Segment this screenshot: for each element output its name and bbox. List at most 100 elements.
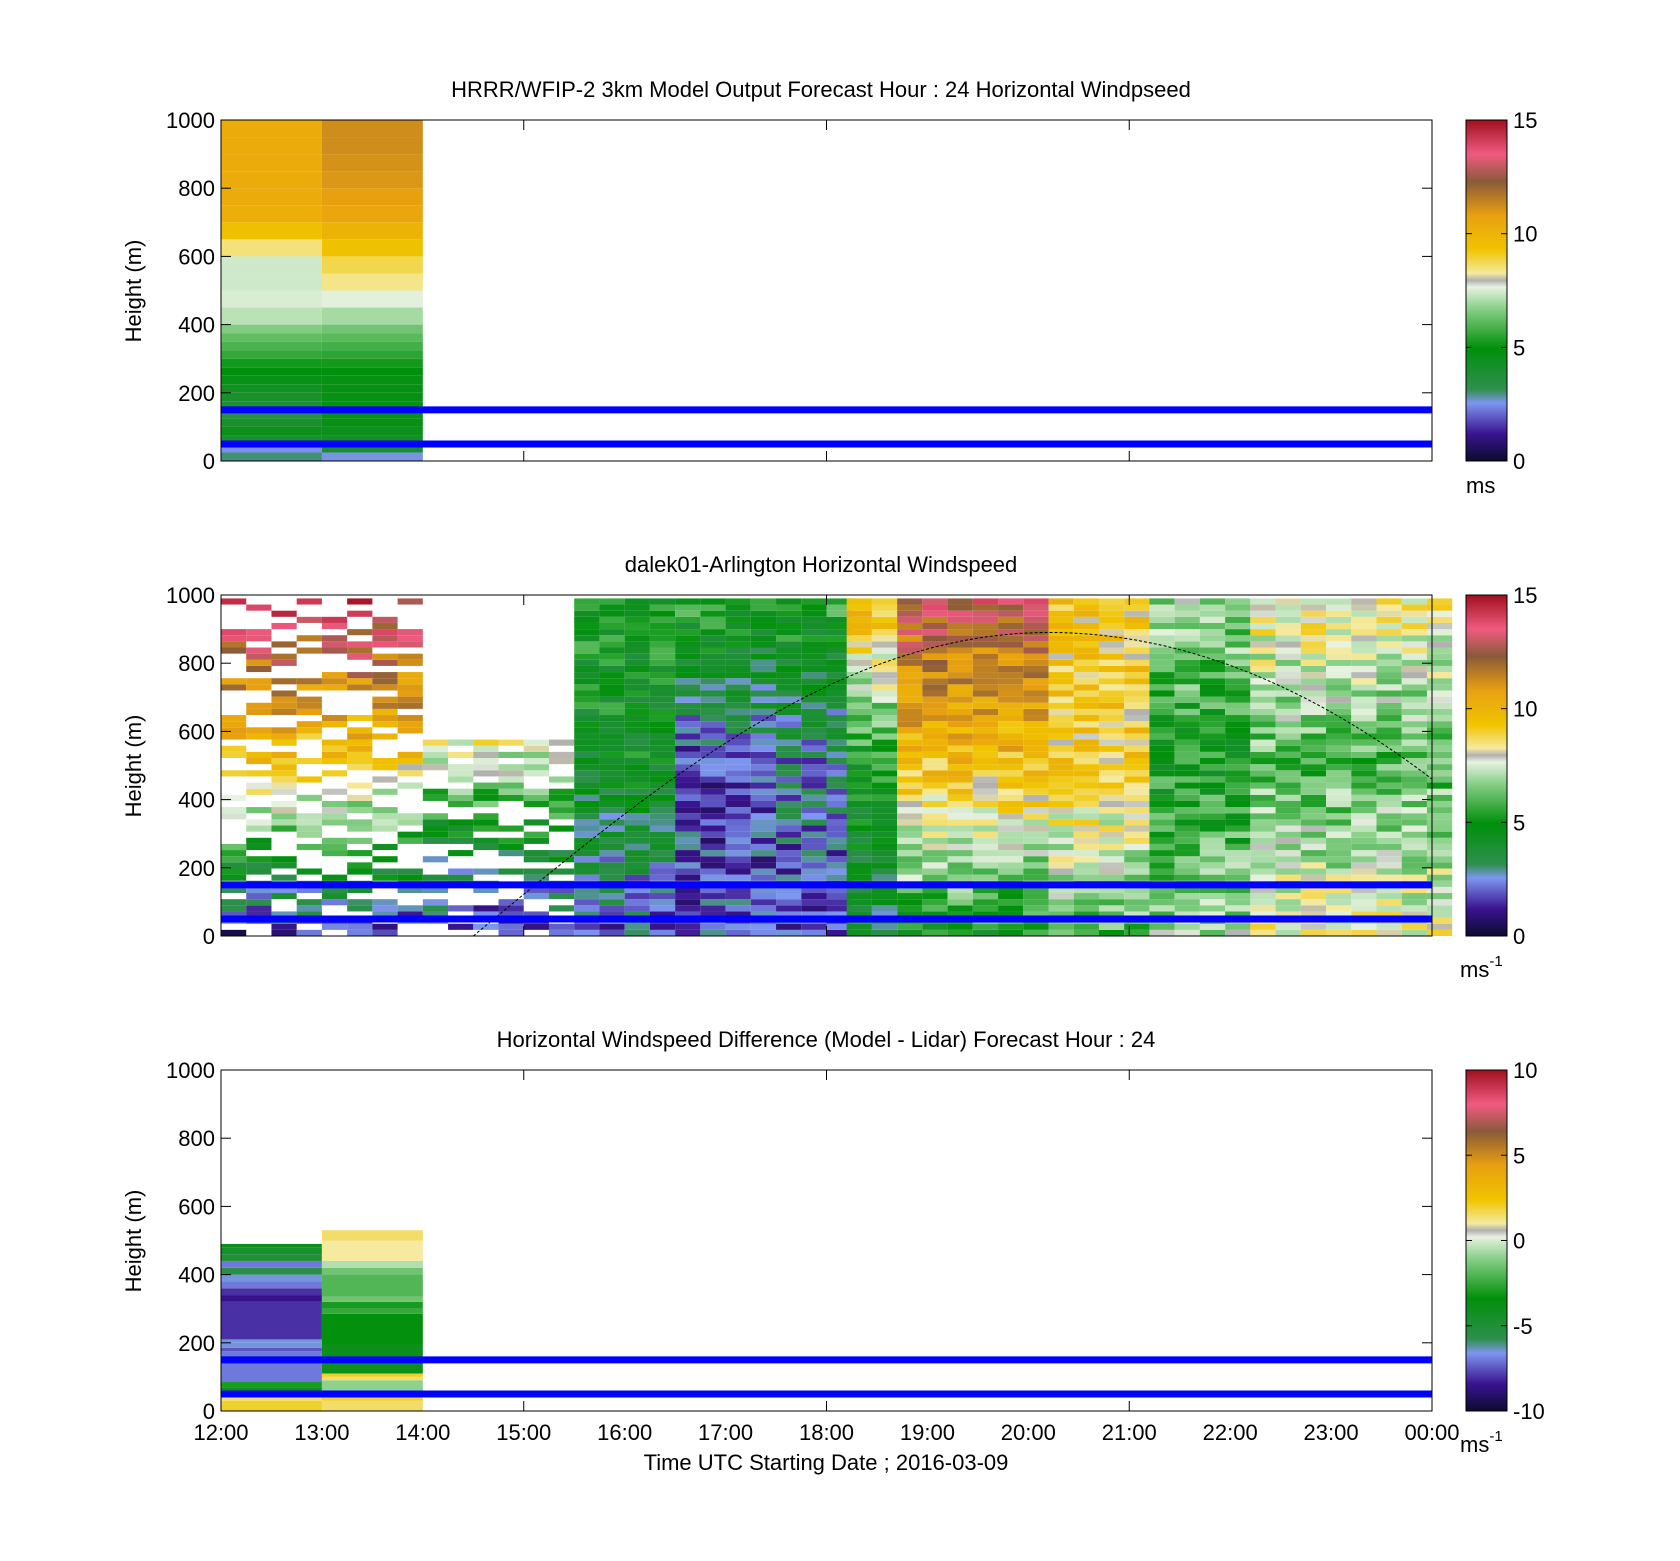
heatmap-cell xyxy=(574,807,600,814)
heatmap-cell xyxy=(321,672,348,679)
heatmap-cell xyxy=(1023,856,1049,863)
heatmap-cell xyxy=(998,696,1024,703)
colorbar-tick-label: -5 xyxy=(1513,1314,1533,1339)
heatmap-cell xyxy=(1275,843,1301,851)
heatmap-cell xyxy=(1300,604,1327,611)
heatmap-cell xyxy=(246,684,272,691)
heatmap-cell xyxy=(871,807,898,814)
heatmap-cell xyxy=(846,905,872,912)
heatmap-cell xyxy=(321,409,423,419)
heatmap-cell xyxy=(922,745,948,752)
heatmap-cell xyxy=(700,794,726,801)
heatmap-cell xyxy=(1225,616,1251,623)
heatmap-cell xyxy=(776,850,802,857)
heatmap-cell xyxy=(750,899,777,906)
heatmap-cell xyxy=(599,770,625,777)
heatmap-cell xyxy=(221,154,322,172)
heatmap-cell xyxy=(826,868,852,875)
heatmap-cell xyxy=(1351,739,1377,746)
heatmap-cell xyxy=(846,739,872,746)
heatmap-cell xyxy=(1351,604,1377,611)
heatmap-cell xyxy=(801,751,827,758)
heatmap-cell xyxy=(1149,911,1175,918)
heatmap-cell xyxy=(649,794,676,801)
heatmap-cell xyxy=(1073,831,1099,838)
heatmap-cell xyxy=(372,843,398,851)
heatmap-cell xyxy=(649,629,676,636)
heatmap-cell xyxy=(1426,819,1453,826)
heatmap-cell xyxy=(700,850,726,857)
heatmap-cell xyxy=(624,886,650,894)
heatmap-cell xyxy=(221,1351,322,1383)
heatmap-cell xyxy=(897,800,923,808)
heatmap-cell xyxy=(801,653,827,660)
heatmap-cell xyxy=(972,672,999,679)
heatmap-cell xyxy=(1351,886,1377,894)
heatmap-cell xyxy=(649,764,676,771)
heatmap-cell xyxy=(972,678,999,685)
heatmap-cell xyxy=(574,757,600,765)
heatmap-cell xyxy=(1124,782,1150,789)
heatmap-cell xyxy=(1326,868,1352,875)
heatmap-cell xyxy=(871,862,898,869)
heatmap-cell xyxy=(801,641,827,648)
heatmap-cell xyxy=(826,929,852,936)
heatmap-cell xyxy=(321,358,423,368)
heatmap-cell xyxy=(776,800,802,808)
heatmap-cell xyxy=(1351,843,1377,851)
heatmap-cell xyxy=(422,764,449,771)
heatmap-cell xyxy=(1426,917,1453,924)
heatmap-cell xyxy=(897,825,923,832)
heatmap-cell xyxy=(599,715,625,722)
colorbar-unit-text: ms xyxy=(1460,1432,1489,1457)
heatmap-cell xyxy=(826,733,852,740)
heatmap-cell xyxy=(1275,911,1301,918)
heatmap-cell xyxy=(1048,776,1074,783)
heatmap-cell xyxy=(246,788,272,795)
heatmap-cell xyxy=(776,899,802,906)
heatmap-cell xyxy=(675,874,701,881)
heatmap-cell xyxy=(897,678,923,685)
heatmap-cell xyxy=(422,856,449,863)
heatmap-cell xyxy=(1174,757,1200,765)
heatmap-cell xyxy=(750,788,777,795)
heatmap-cell xyxy=(1174,622,1200,630)
heatmap-cell xyxy=(897,745,923,752)
heatmap-cell xyxy=(1048,764,1074,771)
heatmap-cell xyxy=(826,684,852,691)
heatmap-cell xyxy=(372,659,398,666)
heatmap-cell xyxy=(397,757,423,765)
heatmap-cell xyxy=(1023,776,1049,783)
heatmap-cell xyxy=(871,757,898,765)
heatmap-cell xyxy=(321,1313,423,1345)
heatmap-cell xyxy=(972,622,999,630)
heatmap-cell xyxy=(1023,764,1049,771)
heatmap-cell xyxy=(750,776,777,783)
heatmap-cell xyxy=(1048,622,1074,630)
heatmap-cell xyxy=(1149,831,1175,838)
heatmap-cell xyxy=(321,367,423,376)
heatmap-cell xyxy=(826,825,852,832)
heatmap-cell xyxy=(397,727,423,734)
heatmap-cell xyxy=(1326,764,1352,771)
heatmap-cell xyxy=(422,905,449,912)
heatmap-cell xyxy=(1199,776,1226,783)
heatmap-cell xyxy=(675,757,701,765)
heatmap-cell xyxy=(321,770,348,777)
heatmap-cell xyxy=(1250,886,1276,894)
heatmap-cell xyxy=(1098,708,1125,716)
heatmap-cell xyxy=(1351,757,1377,765)
heatmap-cell xyxy=(750,813,777,820)
heatmap-cell xyxy=(1401,616,1427,623)
heatmap-cell xyxy=(947,843,973,851)
heatmap-cell xyxy=(574,678,600,685)
heatmap-cell xyxy=(1351,764,1377,771)
heatmap-cell xyxy=(922,800,948,808)
heatmap-cell xyxy=(1098,819,1125,826)
heatmap-cell xyxy=(1225,819,1251,826)
heatmap-cell xyxy=(998,807,1024,814)
heatmap-cell xyxy=(1073,868,1099,875)
heatmap-cell xyxy=(1023,868,1049,875)
heatmap-cell xyxy=(271,862,297,869)
